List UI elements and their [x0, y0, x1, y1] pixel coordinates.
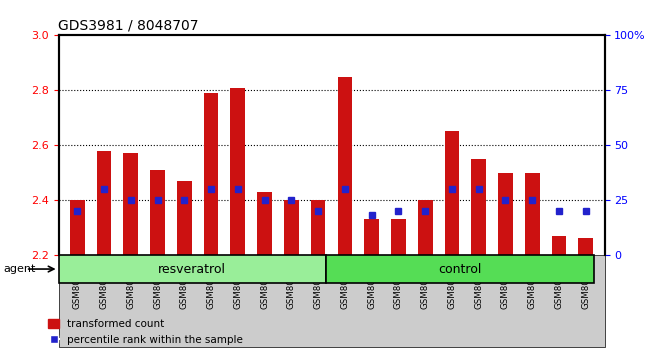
Bar: [231, 87, 245, 255]
Bar: [70, 200, 84, 255]
Bar: [445, 131, 460, 255]
Bar: [58, 255, 326, 283]
Bar: [578, 239, 593, 255]
Bar: [471, 159, 486, 255]
Bar: [257, 192, 272, 255]
Bar: [326, 255, 594, 283]
Text: agent: agent: [3, 264, 36, 274]
Text: resveratrol: resveratrol: [159, 263, 226, 275]
Bar: [150, 170, 165, 255]
Text: control: control: [438, 263, 482, 275]
Bar: [337, 76, 352, 255]
Bar: [284, 200, 299, 255]
Bar: [498, 173, 513, 255]
Bar: [311, 200, 326, 255]
Bar: [97, 151, 111, 255]
Bar: [552, 236, 566, 255]
Legend: transformed count, percentile rank within the sample: transformed count, percentile rank withi…: [44, 315, 247, 349]
Bar: [418, 200, 432, 255]
Bar: [124, 153, 138, 255]
Bar: [177, 181, 192, 255]
Text: GDS3981 / 8048707: GDS3981 / 8048707: [58, 19, 199, 33]
Bar: [364, 219, 379, 255]
Bar: [391, 219, 406, 255]
Bar: [203, 93, 218, 255]
Bar: [525, 173, 540, 255]
Bar: [58, 255, 604, 347]
